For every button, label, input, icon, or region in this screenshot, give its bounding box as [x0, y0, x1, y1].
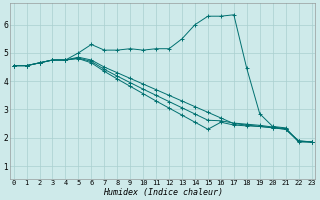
X-axis label: Humidex (Indice chaleur): Humidex (Indice chaleur) — [103, 188, 223, 197]
